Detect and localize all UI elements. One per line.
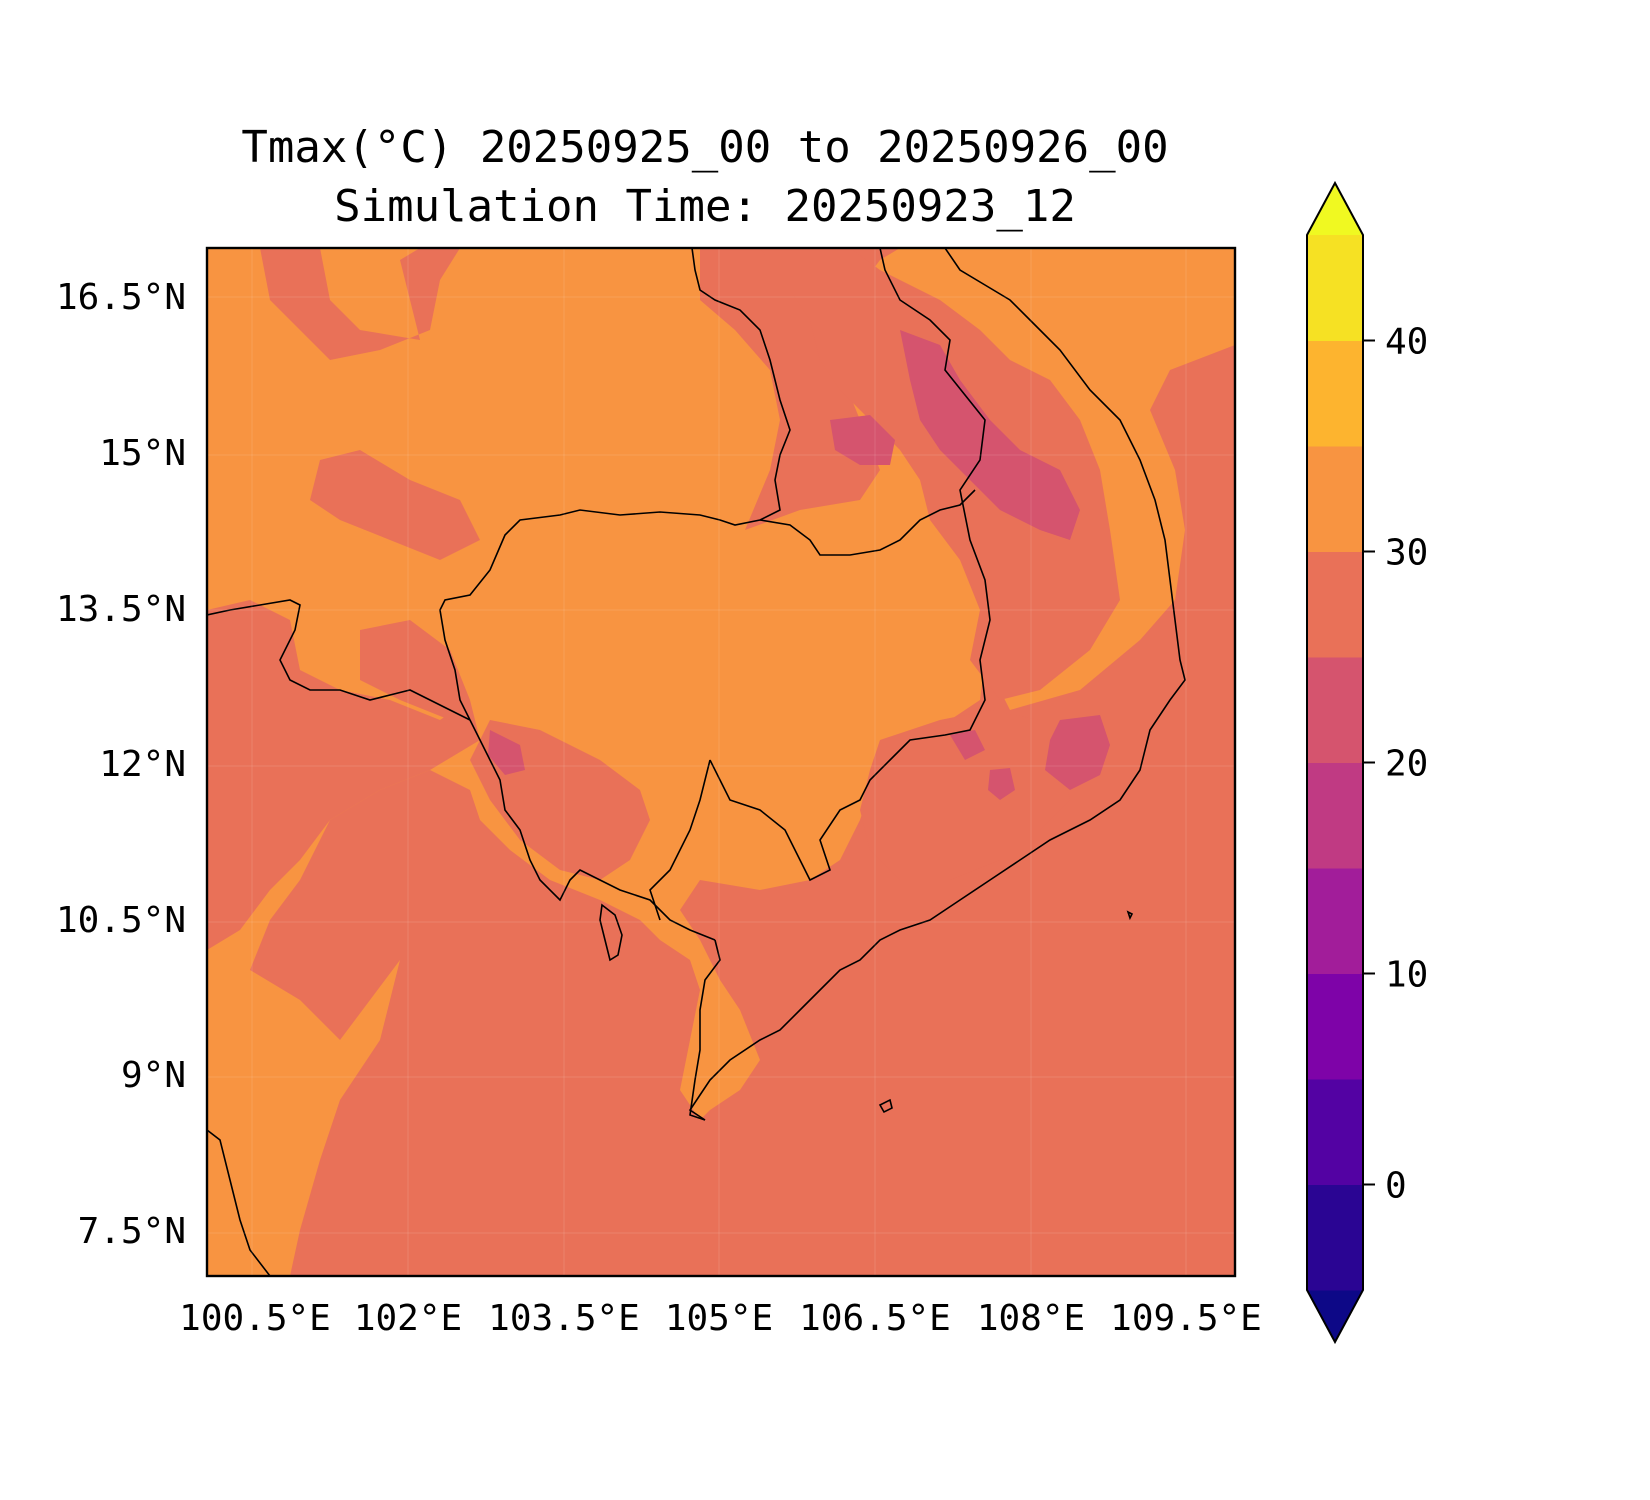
temperature-region-20-25-highland-south	[1045, 715, 1110, 790]
map-frame	[205, 246, 1237, 1278]
map-title: Tmax(°C) 20250925_00 to 20250926_00	[241, 122, 1168, 173]
colorbar-segment	[1307, 1184, 1363, 1291]
graticule	[207, 248, 1235, 1276]
lat-tick-label: 12°N	[99, 744, 186, 785]
lat-tick-label: 9°N	[121, 1055, 186, 1096]
cambodia-laos-border	[439, 248, 791, 721]
map-plot-area	[207, 248, 1235, 1276]
colorbar-segment	[1307, 551, 1363, 658]
colorbar-outline	[1306, 180, 1364, 1345]
cambodia-coast	[469, 719, 716, 941]
thailand-coast	[207, 599, 471, 721]
lon-tick-label: 106.5°E	[799, 1298, 951, 1339]
colorbar-segment	[1307, 762, 1363, 869]
lat-tick-label: 10.5°N	[56, 900, 186, 941]
colorbar-segment	[1307, 1079, 1363, 1185]
cambodia-vietnam-border	[649, 759, 711, 921]
lat-tick-label: 13.5°N	[56, 589, 186, 630]
colorbar-tick-label: 20	[1385, 744, 1428, 785]
island-phu-quoc	[599, 903, 623, 962]
temperature-region-25-30-southeast	[860, 710, 1070, 880]
lon-tick-label: 103.5°E	[488, 1298, 640, 1339]
lon-tick-label: 105°E	[665, 1298, 773, 1339]
coastlines	[207, 248, 1186, 1276]
colorbar-tick-label: 10	[1385, 955, 1428, 996]
temperature-region-25-30-highland	[360, 620, 470, 720]
lon-tick-label: 108°E	[977, 1298, 1085, 1339]
lon-tick-label: 109.5°E	[1110, 1298, 1262, 1339]
colorbar-segment	[1307, 868, 1363, 974]
temperature-region-25-30-north	[260, 248, 460, 360]
temperature-region-20-25-plateau	[830, 415, 895, 465]
lat-tick-label: 15°N	[99, 433, 186, 474]
map-subtitle: Simulation Time: 20250923_12	[334, 181, 1076, 232]
temperature-region-25-30-west	[207, 600, 480, 950]
colorbar-tick-label: 30	[1385, 533, 1428, 574]
cambodia-thailand-border	[759, 489, 976, 556]
colorbar-segment	[1307, 340, 1363, 447]
colorbar: 0 10 20 30 40	[1306, 180, 1428, 1345]
temperature-region-20-25-small-1	[988, 768, 1015, 800]
colorbar-segment	[1307, 973, 1363, 1080]
colorbar-tick-label: 0	[1385, 1166, 1407, 1207]
colorbar-extend-upper	[1307, 183, 1363, 235]
lat-tick-label: 7.5°N	[78, 1211, 186, 1252]
colorbar-extend-lower	[1307, 1290, 1363, 1342]
thailand-peninsula-coast	[207, 1129, 271, 1276]
vietnam-coastline	[688, 248, 1186, 1121]
lat-tick-label: 16.5°N	[56, 277, 186, 318]
colorbar-tick-label: 40	[1385, 322, 1428, 363]
latitude-axis: 16.5°N 15°N 13.5°N 12°N 10.5°N 9°N 7.5°N	[56, 277, 186, 1252]
lon-tick-label: 102°E	[354, 1298, 462, 1339]
colorbar-segment	[1307, 657, 1363, 763]
temperature-region-20-25-annamite	[900, 330, 1080, 540]
colorbar-segment	[1307, 446, 1363, 552]
island-east	[1126, 910, 1134, 921]
colorbar-segment	[1307, 235, 1363, 341]
longitude-axis: 100.5°E 102°E 103.5°E 105°E 106.5°E 108°…	[179, 1298, 1262, 1339]
mekong-delta-coast	[689, 939, 721, 1121]
vietnam-laos-border	[709, 248, 991, 882]
temperature-region-20-25-cardamom	[488, 730, 525, 775]
temperature-region-25-30-east	[760, 248, 1120, 700]
lon-tick-label: 100.5°E	[179, 1298, 331, 1339]
temperature-region-20-25-small-2	[950, 730, 985, 760]
temperature-region-25-30-northwest	[310, 450, 480, 560]
island-con-dao	[878, 1098, 893, 1114]
